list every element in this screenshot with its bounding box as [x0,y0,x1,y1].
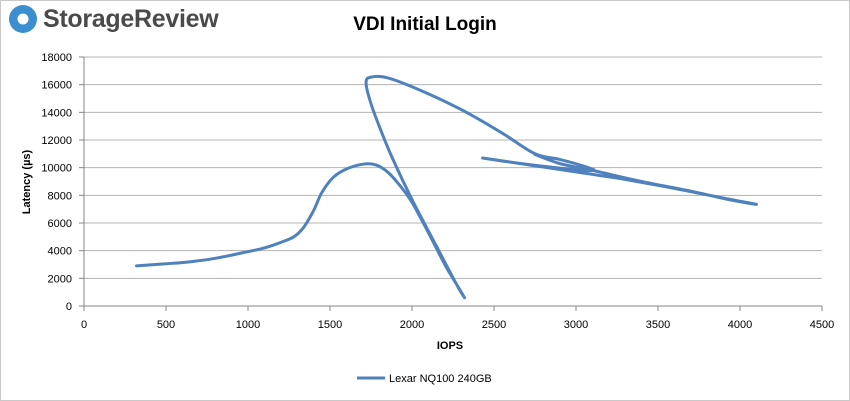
axes [79,56,823,311]
x-tick-labels: 0 500 1000 1500 2000 2500 3000 3500 4000 4500 [81,319,834,331]
y-tick-label: 14000 [41,107,72,119]
series-lines [135,74,758,300]
x-tick-label: 4500 [810,319,834,331]
x-tick-label: 2500 [482,319,506,331]
y-tick-label: 12000 [41,135,72,147]
series-line-lexar-nq100 [135,74,758,300]
y-axis-label: Latency (µs) [21,149,33,214]
x-tick-label: 500 [157,319,175,331]
y-tick-label: 2000 [48,273,72,285]
x-tick-label: 4000 [728,319,752,331]
x-tick-label: 2000 [400,319,424,331]
y-tick-label: 10000 [41,163,72,175]
chart-title: VDI Initial Login [353,14,497,35]
x-tick-label: 3500 [646,319,670,331]
gridlines [84,56,822,279]
y-tick-label: 8000 [48,190,72,202]
y-tick-label: 6000 [48,218,72,230]
legend-label: Lexar NQ100 240GB [389,373,492,385]
x-tick-label: 1500 [318,319,342,331]
y-tick-label: 0 [66,301,72,313]
x-tick-label: 1000 [236,319,260,331]
storagereview-logo-icon [9,5,37,33]
x-axis-label: IOPS [437,340,463,352]
x-tick-label: 3000 [564,319,588,331]
legend: Lexar NQ100 240GB [357,373,492,385]
y-tick-labels: 0 2000 4000 6000 8000 10000 12000 14000 16000 180… [41,52,72,313]
brand-logo: StorageReview [8,4,219,34]
y-tick-label: 4000 [48,246,72,258]
y-tick-label: 18000 [41,52,72,64]
brand-name: StorageReview [43,4,219,33]
x-tick-label: 0 [81,319,87,331]
y-tick-label: 16000 [41,80,72,92]
